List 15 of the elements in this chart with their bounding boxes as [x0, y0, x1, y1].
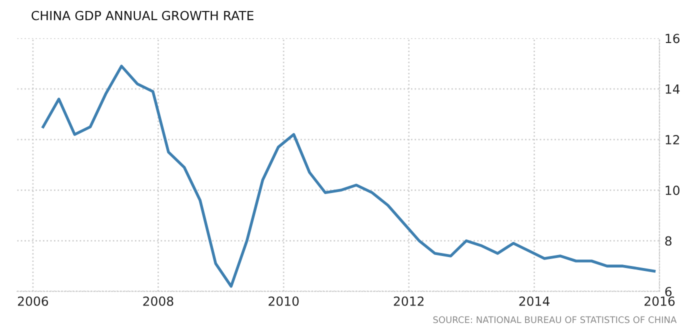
x-tick-label: 2008: [143, 296, 174, 306]
x-tick-label: 2010: [268, 296, 299, 306]
y-tick-label: 14: [666, 84, 680, 94]
y-tick-label: 8: [665, 236, 672, 246]
x-tick-label: 2016: [644, 296, 675, 306]
y-tick-label: 6: [665, 286, 672, 296]
chart-title: CHINA GDP ANNUAL GROWTH RATE: [32, 10, 254, 20]
x-tick-label: 2006: [18, 296, 48, 306]
y-tick-label: 10: [666, 186, 680, 196]
x-tick-label: 2014: [519, 296, 550, 306]
y-tick-label: 12: [666, 135, 680, 144]
source-note: SOURCE: NATIONAL BUREAU OF STATISTICS OF CHINA: [433, 316, 677, 324]
x-tick-label: 2012: [394, 296, 424, 306]
y-tick-label: 16: [666, 34, 680, 44]
line-series: [42, 64, 656, 288]
